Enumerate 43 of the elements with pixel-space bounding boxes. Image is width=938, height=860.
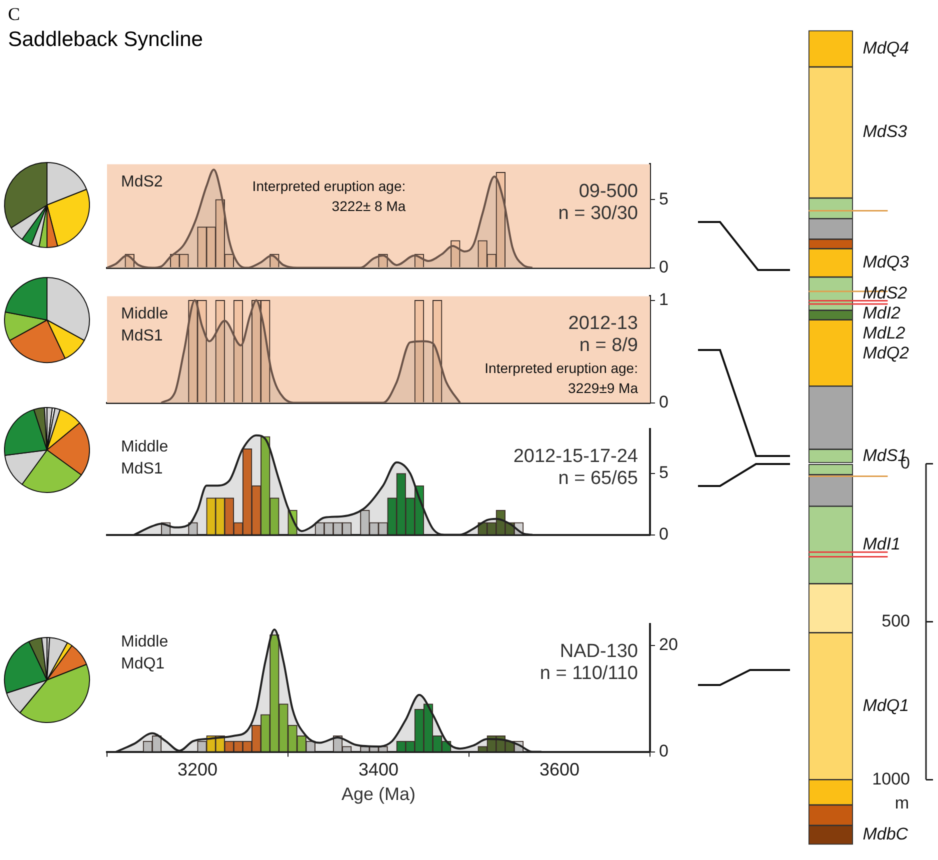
y-tick-label: 5 xyxy=(659,189,668,208)
series-label: MdQ3 xyxy=(862,252,910,272)
annotation: Interpreted eruption age: xyxy=(484,360,638,376)
x-tick-label: 3200 xyxy=(177,760,218,780)
y-axis-title: m xyxy=(894,793,910,812)
text: Saddleback Syncline xyxy=(8,28,204,52)
y-tick-label: 0 xyxy=(659,524,668,544)
series-label: MdQ1 xyxy=(862,696,910,715)
text: Middle MdS1 xyxy=(121,438,168,478)
annotation: 09-500 xyxy=(578,180,638,202)
annotation: 2012-15-17-24 xyxy=(513,446,638,467)
annotation: 3229±9 Ma xyxy=(568,380,638,396)
annotation: n = 65/65 xyxy=(558,468,638,489)
y-tick-label: 1000 xyxy=(872,769,910,788)
series-label: MdS2 xyxy=(862,283,908,302)
y-tick-label: 500 xyxy=(882,611,910,630)
y-tick-label: 0 xyxy=(659,257,668,276)
annotation: Interpreted eruption age: xyxy=(252,178,406,194)
text: Middle MdQ1 xyxy=(121,634,168,673)
y-tick-label: 1 xyxy=(659,290,668,309)
series-label: MdQ4 xyxy=(862,38,910,58)
y-tick-label: 0 xyxy=(659,741,668,760)
annotation: n = 30/30 xyxy=(558,202,638,224)
ref-line-label: MdI2 xyxy=(862,303,902,322)
series-label: MdS3 xyxy=(862,122,908,142)
series-label: MdL2 xyxy=(862,323,906,342)
y-tick-label: 5 xyxy=(659,463,668,482)
series-label: MdbC xyxy=(862,824,909,844)
text: MdS2 xyxy=(121,174,163,191)
series-label: MdI1 xyxy=(862,534,901,554)
y-tick-label: 20 xyxy=(659,635,678,654)
annotation: 2012-13 xyxy=(568,312,638,334)
annotation: n = 8/9 xyxy=(579,334,638,356)
text: C xyxy=(8,3,22,26)
annotation: 3222± 8 Ma xyxy=(332,198,406,214)
annotation: n = 110/110 xyxy=(540,662,638,684)
annotation: NAD-130 xyxy=(560,640,638,662)
y-tick-label: 0 xyxy=(659,392,668,412)
x-tick-label: 3600 xyxy=(539,760,580,780)
text: Middle MdS1 xyxy=(121,306,168,345)
series-label: MdQ2 xyxy=(862,343,910,362)
x-tick-label: 3400 xyxy=(358,760,399,780)
x-axis-title: Age (Ma) xyxy=(341,784,416,804)
